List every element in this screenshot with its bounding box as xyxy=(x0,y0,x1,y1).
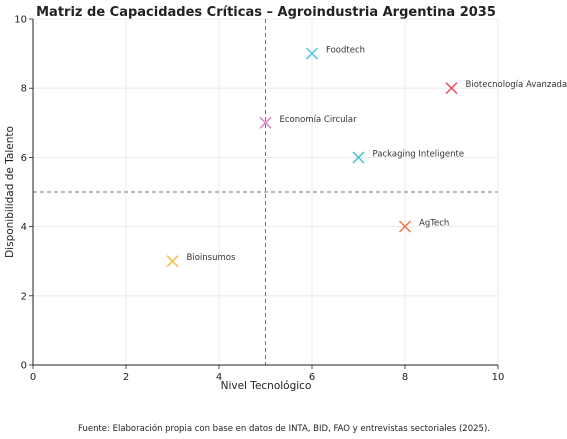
point-marker-stroke xyxy=(259,116,272,129)
chart-title: Matriz de Capacidades Críticas – Agroind… xyxy=(36,5,496,20)
x-tick-label: 2 xyxy=(123,372,129,383)
point-marker-stroke xyxy=(398,220,412,233)
data-points: Foodtech Biotecnología Avanzada Economía C… xyxy=(166,46,567,268)
y-axis-ticks: 0 2 4 6 8 10 xyxy=(14,15,33,372)
point-label: Foodtech xyxy=(326,46,365,56)
data-point-bioinsumos: Bioinsumos xyxy=(166,253,236,268)
point-label: AgTech xyxy=(419,219,449,229)
point-marker-stroke xyxy=(352,151,365,164)
y-axis-label: Disponibilidad de Talento xyxy=(4,126,16,258)
quadrant-lines xyxy=(33,19,498,365)
point-label: Economía Circular xyxy=(280,115,358,125)
y-tick-label: 10 xyxy=(14,15,27,26)
point-marker-stroke xyxy=(305,47,319,60)
point-label: Biotecnología Avanzada xyxy=(466,80,567,90)
y-tick-label: 2 xyxy=(21,291,27,302)
y-tick-label: 8 xyxy=(21,84,27,95)
point-label: Packaging Inteligente xyxy=(373,149,465,159)
x-tick-label: 0 xyxy=(30,372,36,383)
data-point-agtech: AgTech xyxy=(398,219,449,233)
point-label: Bioinsumos xyxy=(187,253,236,263)
axes xyxy=(32,19,498,366)
y-tick-label: 4 xyxy=(21,222,27,233)
data-point-packaging-inteligente: Packaging Inteligente xyxy=(352,149,465,164)
point-marker-stroke xyxy=(166,255,179,268)
data-point-foodtech: Foodtech xyxy=(305,46,365,60)
y-tick-label: 0 xyxy=(21,361,27,372)
x-axis-ticks: 0 2 4 6 8 10 xyxy=(30,365,505,383)
point-marker-stroke xyxy=(445,82,458,95)
x-axis-label: Nivel Tecnológico xyxy=(221,380,312,392)
data-point-econom-a-circular: Economía Circular xyxy=(259,115,358,129)
x-tick-label: 10 xyxy=(492,372,505,383)
y-tick-label: 6 xyxy=(21,153,27,164)
x-tick-label: 4 xyxy=(216,372,222,383)
data-point-biotecnolog-a-avanzada: Biotecnología Avanzada xyxy=(445,80,567,95)
source-footnote: Fuente: Elaboración propia con base en d… xyxy=(78,423,490,434)
x-tick-label: 6 xyxy=(309,372,315,383)
x-tick-label: 8 xyxy=(402,372,408,383)
